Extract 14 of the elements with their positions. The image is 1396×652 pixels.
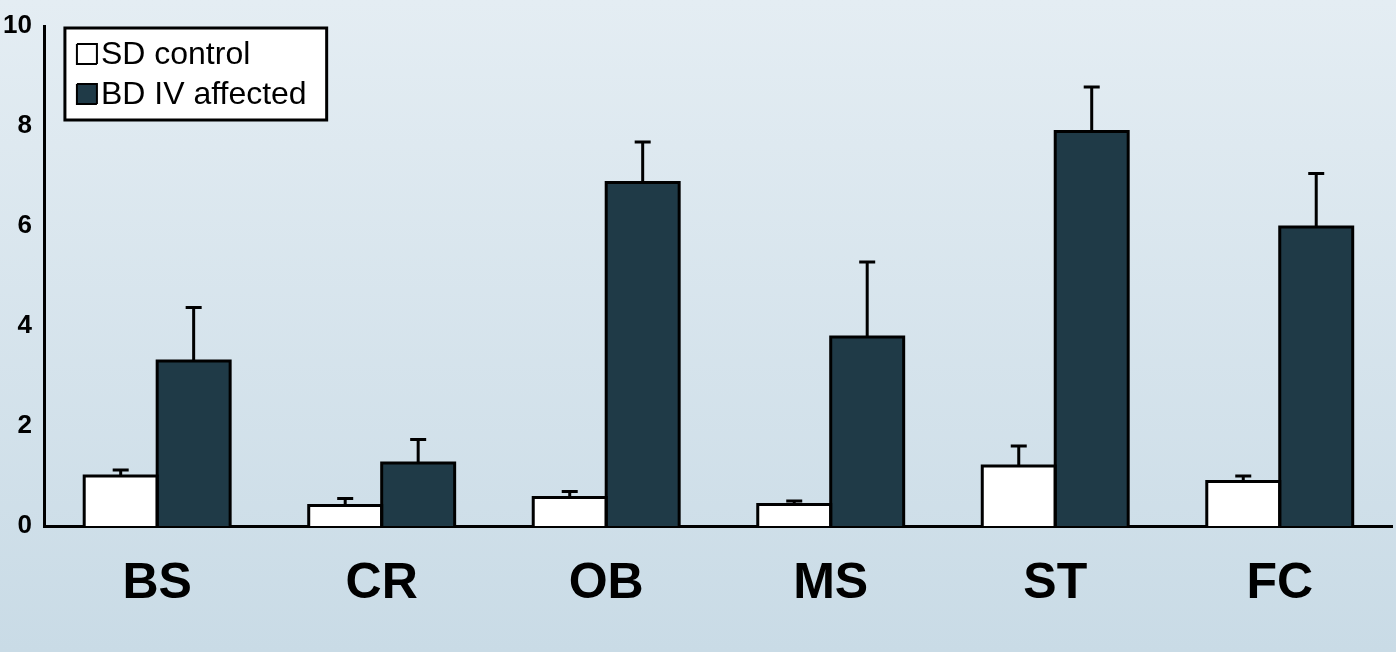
x-tick-label: FC [1246, 552, 1314, 609]
x-tick-label: OB [568, 552, 644, 609]
y-tick-label: 6 [17, 209, 32, 240]
y-tick-label: 0 [17, 509, 32, 540]
x-tick-label: CR [345, 552, 418, 609]
y-tick-label: 4 [17, 309, 33, 340]
x-tick-label: ST [1023, 552, 1088, 609]
y-tick-label: 10 [3, 9, 32, 40]
x-tick-label: MS [793, 552, 869, 609]
y-tick-label: 2 [17, 409, 32, 440]
text: SD control [100, 34, 251, 71]
y-tick-label: 8 [17, 109, 32, 140]
legend-label: BD IV affected [100, 74, 307, 111]
x-tick-label: BS [122, 552, 192, 609]
